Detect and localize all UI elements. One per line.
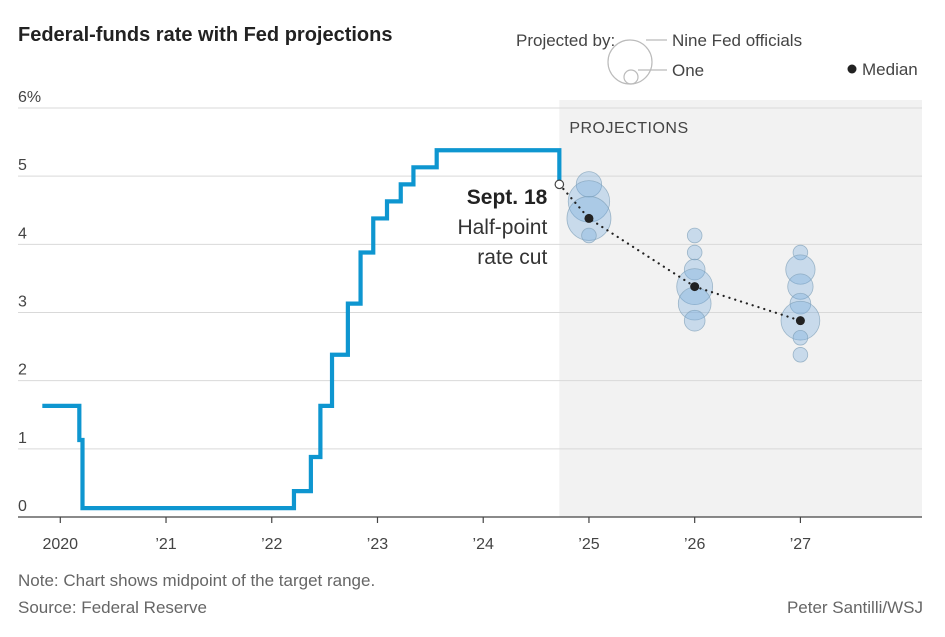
y-tick-label: 6% — [18, 89, 41, 106]
y-tick-label: 5 — [18, 157, 27, 174]
x-tick-label: ’23 — [367, 536, 388, 553]
annotation-date: Sept. 18 — [467, 186, 548, 209]
projection-bubble — [789, 292, 812, 315]
projection-bubble — [792, 329, 809, 346]
legend-nine: Nine Fed officials — [672, 31, 803, 50]
y-tick-label: 1 — [18, 430, 27, 447]
projection-bubble — [792, 347, 809, 363]
legend-one: One — [672, 61, 705, 80]
x-tick-label: ’22 — [261, 536, 282, 553]
fed-funds-line — [42, 148, 562, 511]
projection-bubble — [581, 227, 597, 244]
projection-bubble — [575, 171, 603, 198]
legend-median-dot — [847, 64, 857, 74]
x-tick-label: ’25 — [578, 536, 599, 553]
chart-source: Source: Federal Reserve — [18, 598, 207, 617]
projection-bubble — [683, 258, 706, 281]
annotation-line-2: rate cut — [477, 246, 547, 269]
x-tick-label: ’21 — [155, 536, 176, 553]
legend-bubble-key — [607, 39, 857, 85]
x-tick-label: ’24 — [473, 536, 494, 553]
annotation-line-1: Half-point — [457, 216, 547, 239]
chart-note: Note: Chart shows midpoint of the target… — [18, 571, 376, 590]
projection-bubble — [686, 244, 703, 261]
median-dot — [690, 282, 700, 292]
y-tick-label: 0 — [18, 498, 27, 515]
projection-bubble — [683, 309, 706, 332]
median-line — [558, 183, 802, 322]
projection-bubble — [792, 244, 809, 261]
projection-bubble — [686, 227, 703, 244]
legend-small-bubble — [623, 69, 639, 85]
y-tick-label: 3 — [18, 294, 27, 311]
legend-projected-by: Projected by: — [516, 31, 616, 50]
y-tick-label: 4 — [18, 225, 27, 242]
y-tick-label: 2 — [18, 362, 27, 379]
legend: Projected by: Nine Fed officials One Med… — [0, 0, 945, 100]
x-tick-label: ’26 — [684, 536, 705, 553]
legend-median: Median — [862, 60, 918, 79]
projection-bubble — [787, 273, 814, 300]
cut-marker — [554, 179, 565, 190]
projection-background — [559, 100, 922, 517]
x-tick-label: 2020 — [42, 536, 78, 553]
median-dot — [584, 213, 594, 223]
median-dot — [795, 316, 805, 326]
chart-title: Federal-funds rate with Fed projections — [18, 24, 393, 46]
x-tick-label: ’27 — [790, 536, 811, 553]
chart-credit: Peter Santilli/WSJ — [786, 598, 923, 617]
projection-bubble — [785, 254, 816, 285]
projection-label: PROJECTIONS — [569, 120, 688, 137]
